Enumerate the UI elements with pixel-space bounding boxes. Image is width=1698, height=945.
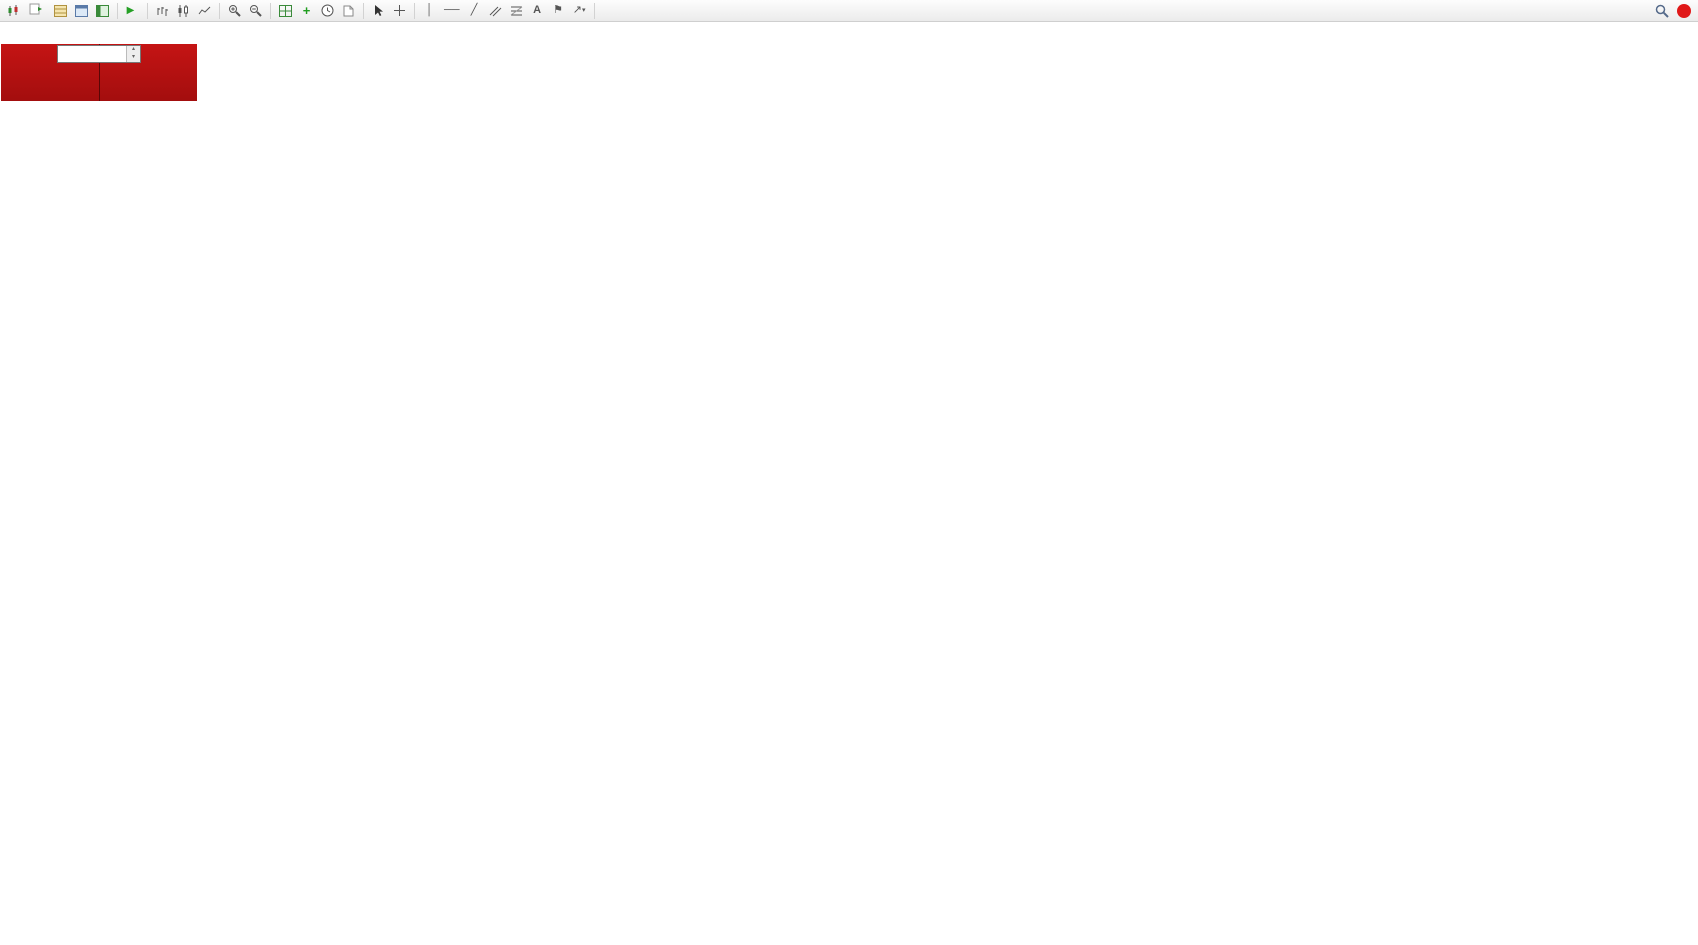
zoom-out-icon[interactable] (246, 1, 265, 20)
toolbar-separator (414, 2, 415, 19)
trendline-icon[interactable]: ╱ (470, 4, 478, 16)
charts-window-icon[interactable] (4, 1, 24, 20)
zoom-in-icon[interactable] (225, 1, 244, 20)
autotrading-play-icon: ▶ (126, 4, 135, 16)
volume-up-button[interactable]: ▴ (127, 46, 140, 54)
volume-spinner: ▴ ▾ (126, 46, 140, 62)
chart-header (6, 26, 14, 37)
new-order-icon (29, 3, 42, 18)
notification-badge[interactable] (1677, 3, 1691, 18)
periods-clock-icon[interactable] (318, 1, 337, 20)
volume-down-button[interactable]: ▾ (127, 54, 140, 62)
toolbar-separator (219, 2, 220, 19)
label-flag-icon[interactable]: ⚑ (553, 4, 564, 16)
new-order-button[interactable] (26, 1, 49, 20)
search-icon[interactable] (1652, 1, 1672, 20)
toolbar-separator (270, 2, 271, 19)
arrows-tool-icon[interactable]: ↗ ▾ (572, 4, 586, 16)
tile-windows-icon[interactable] (276, 1, 295, 20)
data-window-icon[interactable] (72, 1, 91, 20)
channel-icon[interactable] (486, 1, 505, 20)
crosshair-icon[interactable] (390, 1, 409, 20)
text-icon[interactable]: A (533, 4, 542, 16)
autotrading-button[interactable]: ▶ (123, 1, 142, 20)
toolbar-separator (147, 2, 148, 19)
vertical-line-icon[interactable]: │ (426, 4, 433, 16)
toolbar-separator (117, 2, 118, 19)
navigator-icon[interactable] (93, 1, 112, 20)
volume-field: ▴ ▾ (57, 45, 141, 63)
bar-chart-icon[interactable] (153, 1, 172, 20)
one-click-trading-panel: ▴ ▾ (1, 44, 197, 101)
horizontal-line-icon[interactable]: ── (444, 4, 460, 16)
fibonacci-icon[interactable] (507, 1, 526, 20)
market-watch-icon[interactable] (51, 1, 70, 20)
candlestick-icon[interactable] (174, 1, 193, 20)
toolbar-separator (593, 2, 595, 19)
indicators-add-icon[interactable]: + (302, 3, 311, 18)
line-chart-icon[interactable] (195, 1, 214, 20)
volume-input[interactable] (58, 48, 126, 60)
cursor-icon[interactable] (369, 1, 388, 20)
toolbar-separator (363, 2, 364, 19)
template-icon[interactable] (339, 1, 358, 20)
toolbar: ▶ + (0, 0, 1698, 22)
